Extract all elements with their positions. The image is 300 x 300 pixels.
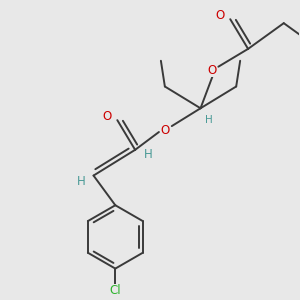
- Text: O: O: [103, 110, 112, 123]
- Text: H: H: [77, 175, 86, 188]
- Text: O: O: [208, 64, 217, 77]
- Text: Cl: Cl: [110, 284, 121, 297]
- Text: O: O: [216, 9, 225, 22]
- Text: H: H: [205, 115, 212, 125]
- Text: O: O: [160, 124, 170, 136]
- Text: H: H: [144, 148, 152, 161]
